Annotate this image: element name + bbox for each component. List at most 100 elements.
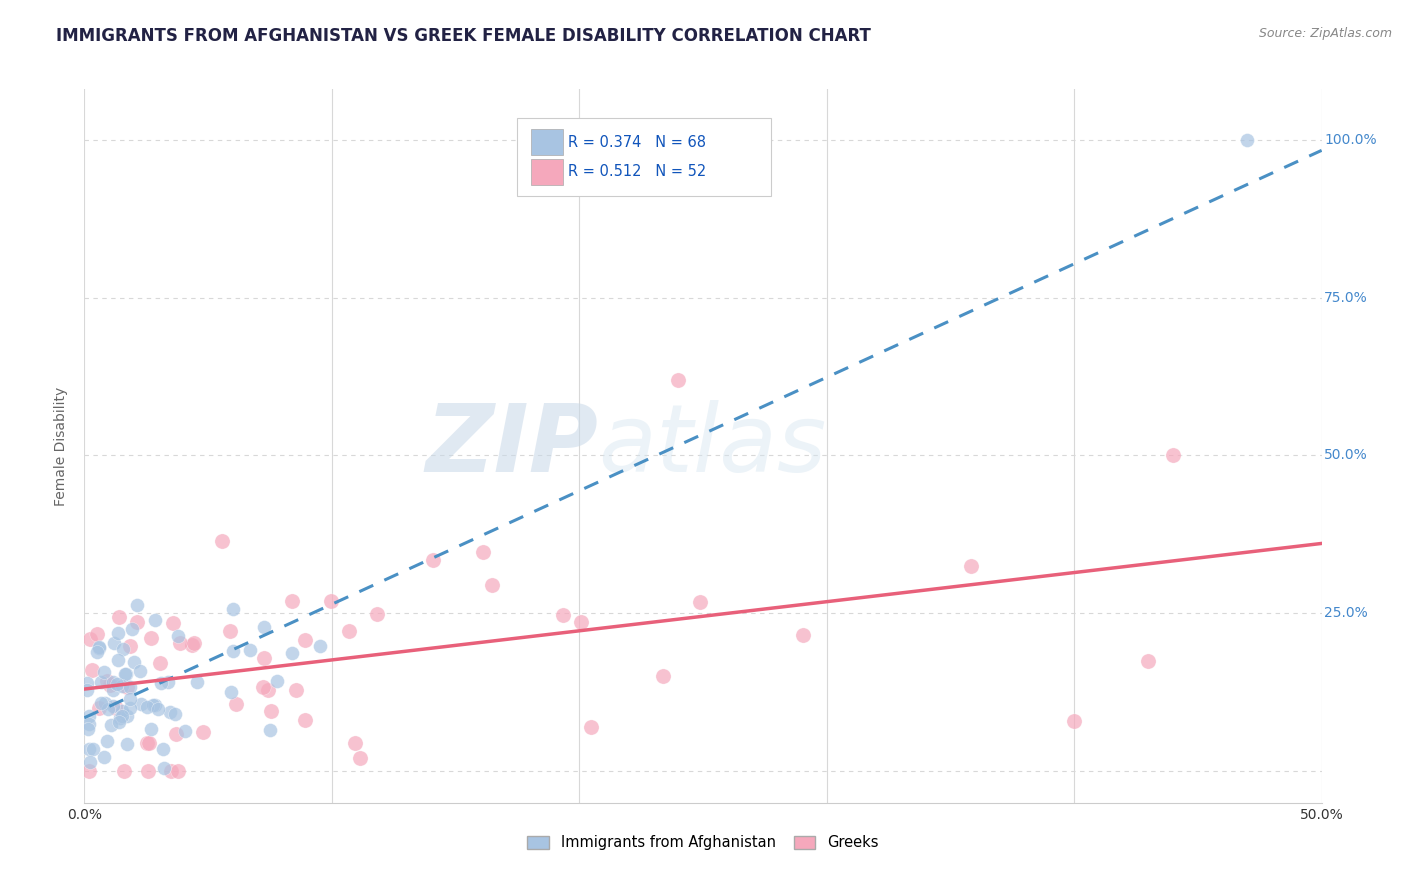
Point <box>120 691 142 706</box>
Point <box>159 705 181 719</box>
Text: R = 0.512   N = 52: R = 0.512 N = 52 <box>568 164 706 179</box>
Point <box>97 702 120 716</box>
Point <box>110 704 132 718</box>
Point <box>114 666 136 681</box>
Point <box>139 722 162 736</box>
Text: IMMIGRANTS FROM AFGHANISTAN VS GREEK FEMALE DISABILITY CORRELATION CHART: IMMIGRANTS FROM AFGHANISTAN VS GREEK FEM… <box>56 27 872 45</box>
Point <box>1161 449 1184 463</box>
Point <box>165 726 187 740</box>
Point <box>551 607 574 622</box>
Point <box>107 626 129 640</box>
Point <box>111 709 134 723</box>
Point <box>180 638 202 652</box>
Point <box>422 553 444 567</box>
Point <box>471 545 494 559</box>
Point <box>266 674 288 689</box>
Point <box>87 640 110 654</box>
Point <box>252 680 274 694</box>
Point <box>104 700 127 714</box>
Point <box>122 655 145 669</box>
Point <box>136 736 159 750</box>
Point <box>77 709 100 723</box>
Point <box>101 675 124 690</box>
Point <box>93 665 115 679</box>
Point <box>101 682 124 697</box>
Point <box>125 615 148 629</box>
Point <box>121 623 143 637</box>
Point <box>284 683 307 698</box>
Point <box>186 675 208 690</box>
Point <box>96 673 118 688</box>
Point <box>112 641 135 656</box>
Point <box>90 696 112 710</box>
Point <box>219 685 242 699</box>
Point <box>309 639 332 653</box>
Point <box>792 628 814 642</box>
Point <box>652 669 675 683</box>
Point <box>107 714 129 729</box>
Point <box>117 709 139 723</box>
Point <box>146 702 169 716</box>
Point <box>337 624 360 639</box>
Point <box>253 620 276 634</box>
Point <box>82 742 104 756</box>
Point <box>138 764 160 779</box>
Point <box>111 679 134 693</box>
Point <box>259 723 281 737</box>
Y-axis label: Female Disability: Female Disability <box>55 386 69 506</box>
Point <box>120 639 142 653</box>
Point <box>959 558 981 573</box>
Point <box>174 724 197 739</box>
Point <box>1236 133 1258 147</box>
Point <box>77 741 100 756</box>
Point <box>152 742 174 756</box>
Point <box>666 373 689 387</box>
Point <box>319 594 342 608</box>
Point <box>160 764 183 779</box>
Point <box>191 725 214 739</box>
Text: Source: ZipAtlas.com: Source: ZipAtlas.com <box>1258 27 1392 40</box>
Point <box>689 595 711 609</box>
Point <box>579 721 602 735</box>
Text: 50.0%: 50.0% <box>1324 449 1368 462</box>
Text: R = 0.374   N = 68: R = 0.374 N = 68 <box>568 135 706 150</box>
Point <box>125 598 148 612</box>
Point <box>1137 654 1160 668</box>
Point <box>163 706 186 721</box>
Point <box>167 764 190 779</box>
Point <box>141 631 163 645</box>
Point <box>101 698 124 713</box>
Point <box>169 635 191 649</box>
Point <box>138 736 160 750</box>
Point <box>100 718 122 732</box>
Point <box>280 647 302 661</box>
Point <box>77 764 100 779</box>
Point <box>256 683 278 698</box>
Point <box>294 632 316 647</box>
Point <box>98 678 121 692</box>
Point <box>86 627 108 641</box>
Point <box>252 651 274 665</box>
Point <box>108 711 131 725</box>
Point <box>259 705 281 719</box>
Point <box>115 737 138 751</box>
Point <box>115 666 138 681</box>
Point <box>87 701 110 715</box>
Point <box>162 615 184 630</box>
Point <box>90 675 112 690</box>
Point <box>183 635 205 649</box>
Point <box>96 734 118 748</box>
Point <box>142 698 165 713</box>
Point <box>222 602 245 616</box>
Point <box>145 613 167 627</box>
Point <box>1063 714 1085 728</box>
Point <box>481 577 503 591</box>
Text: atlas: atlas <box>598 401 827 491</box>
Text: ZIP: ZIP <box>425 400 598 492</box>
Legend: Immigrants from Afghanistan, Greeks: Immigrants from Afghanistan, Greeks <box>522 830 884 856</box>
Point <box>219 624 242 638</box>
Text: 75.0%: 75.0% <box>1324 291 1368 304</box>
Point <box>343 736 366 750</box>
Point <box>79 632 101 647</box>
Point <box>349 751 371 765</box>
